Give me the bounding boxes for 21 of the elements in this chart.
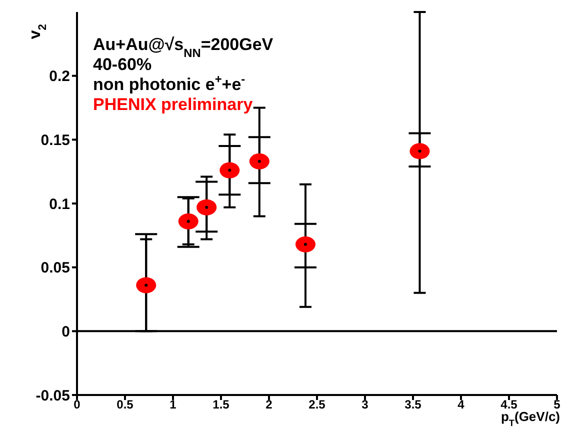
x-tick-label: 3.5: [404, 398, 422, 412]
y-tick-label: 0.05: [40, 260, 70, 277]
x-tick-label: 1.5: [212, 398, 230, 412]
x-tick-label: 3: [362, 398, 369, 412]
x-tick-label: 2: [266, 398, 273, 412]
annotation: PHENIX preliminary: [93, 95, 254, 114]
y-tick-label: 0.15: [40, 132, 70, 149]
annotation: non photonic e$^{+}$+e$^{-}$: [93, 72, 246, 94]
x-tick-label: 4.5: [500, 398, 518, 412]
x-tick-label: 5: [554, 398, 561, 412]
x-tick-label: 2.5: [308, 398, 326, 412]
x-axis-title: p$_{T}$(GeV/c): [500, 409, 560, 428]
annotation: 40-60%: [93, 55, 152, 74]
y-tick-label: 0: [62, 323, 70, 340]
x-tick-label: 1: [170, 398, 177, 412]
x-tick-label: 0.5: [116, 398, 134, 412]
y-tick-label: 0.1: [49, 196, 70, 213]
x-tick-label: 0: [74, 398, 81, 412]
y-tick-label: -0.05: [36, 387, 70, 404]
x-tick-label: 4: [458, 398, 465, 412]
y-tick-label: 0.2: [49, 68, 70, 86]
